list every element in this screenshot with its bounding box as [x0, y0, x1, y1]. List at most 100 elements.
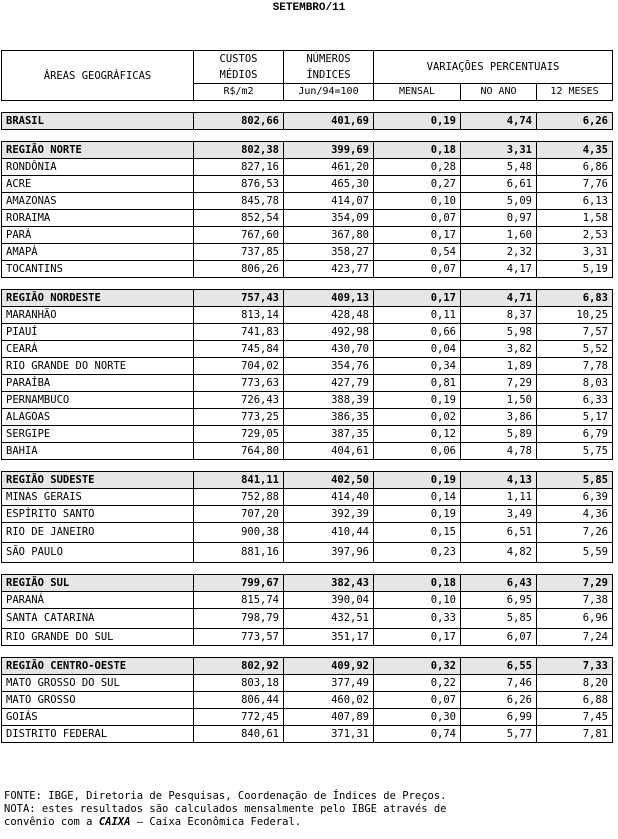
area-name: PARAÍBA — [1, 374, 194, 392]
variacao-mensal: 0,22 — [373, 674, 461, 692]
variacao-no-ano: 4,71 — [460, 289, 537, 307]
area-name: PARÁ — [1, 226, 194, 244]
numero-indice: 399,69 — [283, 141, 374, 159]
cost-table: ÁREAS GEOGRÁFICAS CUSTOS MÉDIOS NÚMEROS ÍN… — [1, 50, 614, 743]
numero-indice: 428,48 — [283, 306, 374, 324]
region-row: BRASIL 802,66 401,69 0,19 4,74 6,26 — [1, 112, 614, 130]
custo-medio: 813,14 — [193, 306, 284, 324]
variacao-no-ano: 4,78 — [460, 442, 537, 460]
numero-indice: 427,79 — [283, 374, 374, 392]
variacao-mensal: 0,02 — [373, 408, 461, 426]
spacer-cell — [193, 277, 284, 290]
spacer-cell — [536, 645, 613, 658]
variacao-12-meses: 3,31 — [535, 243, 614, 261]
variacao-12-meses: 5,19 — [535, 260, 614, 278]
table-row: RIO DE JANEIRO 900,38 410,44 0,15 6,51 7,26 — [1, 522, 614, 543]
variacao-12-meses: 7,78 — [535, 357, 614, 375]
table-row: DISTRITO FEDERAL 840,61 371,31 0,74 5,77 7,81 — [1, 725, 614, 743]
custo-medio: 803,18 — [193, 674, 284, 692]
spacer-cell — [373, 277, 461, 290]
custo-medio: 729,05 — [193, 425, 284, 443]
variacao-12-meses: 7,76 — [535, 175, 614, 193]
custo-medio: 741,83 — [193, 323, 284, 341]
custo-medio: 773,63 — [193, 374, 284, 392]
numero-indice: 377,49 — [283, 674, 374, 692]
table-row: SÃO PAULO 881,16 397,96 0,23 4,82 5,59 — [1, 542, 614, 563]
footer: FONTE: IBGE, Diretoria de Pesquisas, Coo… — [4, 790, 616, 829]
variacao-mensal: 0,18 — [373, 574, 461, 592]
variacao-12-meses: 4,35 — [535, 141, 614, 159]
numero-indice: 423,77 — [283, 260, 374, 278]
spacer-cell — [536, 100, 613, 113]
custo-medio: 802,66 — [193, 112, 284, 130]
table-row: ALAGOAS 773,25 386,35 0,02 3,86 5,17 — [1, 408, 614, 426]
custo-medio: 852,54 — [193, 209, 284, 227]
area-name: REGIÃO CENTRO-OESTE — [1, 657, 194, 675]
numero-indice: 401,69 — [283, 112, 374, 130]
variacao-12-meses: 10,25 — [535, 306, 614, 324]
variacao-mensal: 0,11 — [373, 306, 461, 324]
spacer-cell — [373, 100, 461, 113]
table-row: RIO GRANDE DO NORTE 704,02 354,76 0,34 1,89 7… — [1, 357, 614, 375]
numero-indice: 461,20 — [283, 158, 374, 176]
custo-medio: 799,67 — [193, 574, 284, 592]
table-row: ACRE 876,53 465,30 0,27 6,61 7,76 — [1, 175, 614, 193]
spacer-cell — [193, 459, 284, 472]
variacao-no-ano: 5,85 — [460, 608, 537, 629]
numero-indice: 409,13 — [283, 289, 374, 307]
custo-medio: 806,44 — [193, 691, 284, 709]
table-row: ESPÍRITO SANTO 707,20 392,39 0,19 3,49 4,36 — [1, 505, 614, 523]
group-spacer — [1, 277, 613, 290]
spacer-cell — [460, 645, 537, 658]
table-row: MATO GROSSO DO SUL 803,18 377,49 0,22 7,46 8,… — [1, 674, 614, 692]
variacao-12-meses: 5,75 — [535, 442, 614, 460]
header-variacoes: VARIAÇÕES PERCENTUAIS — [372, 50, 614, 84]
variacao-12-meses: 7,29 — [535, 574, 614, 592]
variacao-no-ano: 1,89 — [460, 357, 537, 375]
variacao-no-ano: 6,95 — [460, 591, 537, 609]
variacao-no-ano: 6,51 — [460, 522, 537, 543]
table-row: AMAZONAS 845,78 414,07 0,10 5,09 6,13 — [1, 192, 614, 210]
header-mensal: MENSAL — [373, 83, 461, 101]
custo-medio: 773,25 — [193, 408, 284, 426]
group-spacer — [1, 100, 613, 113]
spacer-cell — [193, 645, 284, 658]
header-areas: ÁREAS GEOGRÁFICAS — [1, 50, 194, 101]
area-name: RIO GRANDE DO NORTE — [1, 357, 194, 375]
header-numeros: NÚMEROS ÍNDICES — [283, 50, 374, 84]
variacao-12-meses: 7,33 — [535, 657, 614, 675]
variacao-mensal: 0,18 — [373, 141, 461, 159]
header-custos-unit: R$/m2 — [193, 83, 284, 101]
numero-indice: 354,76 — [283, 357, 374, 375]
table-row: MATO GROSSO 806,44 460,02 0,07 6,26 6,88 — [1, 691, 614, 709]
numero-indice: 404,61 — [283, 442, 374, 460]
variacao-12-meses: 6,88 — [535, 691, 614, 709]
variacao-mensal: 0,74 — [373, 725, 461, 743]
area-name: MINAS GERAIS — [1, 488, 194, 506]
variacao-12-meses: 8,03 — [535, 374, 614, 392]
area-name: REGIÃO NORDESTE — [1, 289, 194, 307]
custo-medio: 707,20 — [193, 505, 284, 523]
area-name: PARANÁ — [1, 591, 194, 609]
area-name: RORAIMA — [1, 209, 194, 227]
variacao-no-ano: 6,55 — [460, 657, 537, 675]
caixa-name: CAIXA — [98, 816, 131, 828]
numero-indice: 465,30 — [283, 175, 374, 193]
group-spacer — [1, 129, 613, 142]
spacer-cell — [460, 277, 537, 290]
spacer-cell — [536, 277, 613, 290]
variacao-mensal: 0,33 — [373, 608, 461, 629]
numero-indice: 387,35 — [283, 425, 374, 443]
numero-indice: 351,17 — [283, 628, 374, 646]
variacao-12-meses: 7,38 — [535, 591, 614, 609]
variacao-no-ano: 4,13 — [460, 471, 537, 489]
table-row: RORAIMA 852,54 354,09 0,07 0,97 1,58 — [1, 209, 614, 227]
custo-medio: 806,26 — [193, 260, 284, 278]
numero-indice: 407,89 — [283, 708, 374, 726]
custo-medio: 726,43 — [193, 391, 284, 409]
custo-medio: 876,53 — [193, 175, 284, 193]
custo-medio: 737,85 — [193, 243, 284, 261]
table-row: MARANHÃO 813,14 428,48 0,11 8,37 10,25 — [1, 306, 614, 324]
numero-indice: 402,50 — [283, 471, 374, 489]
numero-indice: 354,09 — [283, 209, 374, 227]
